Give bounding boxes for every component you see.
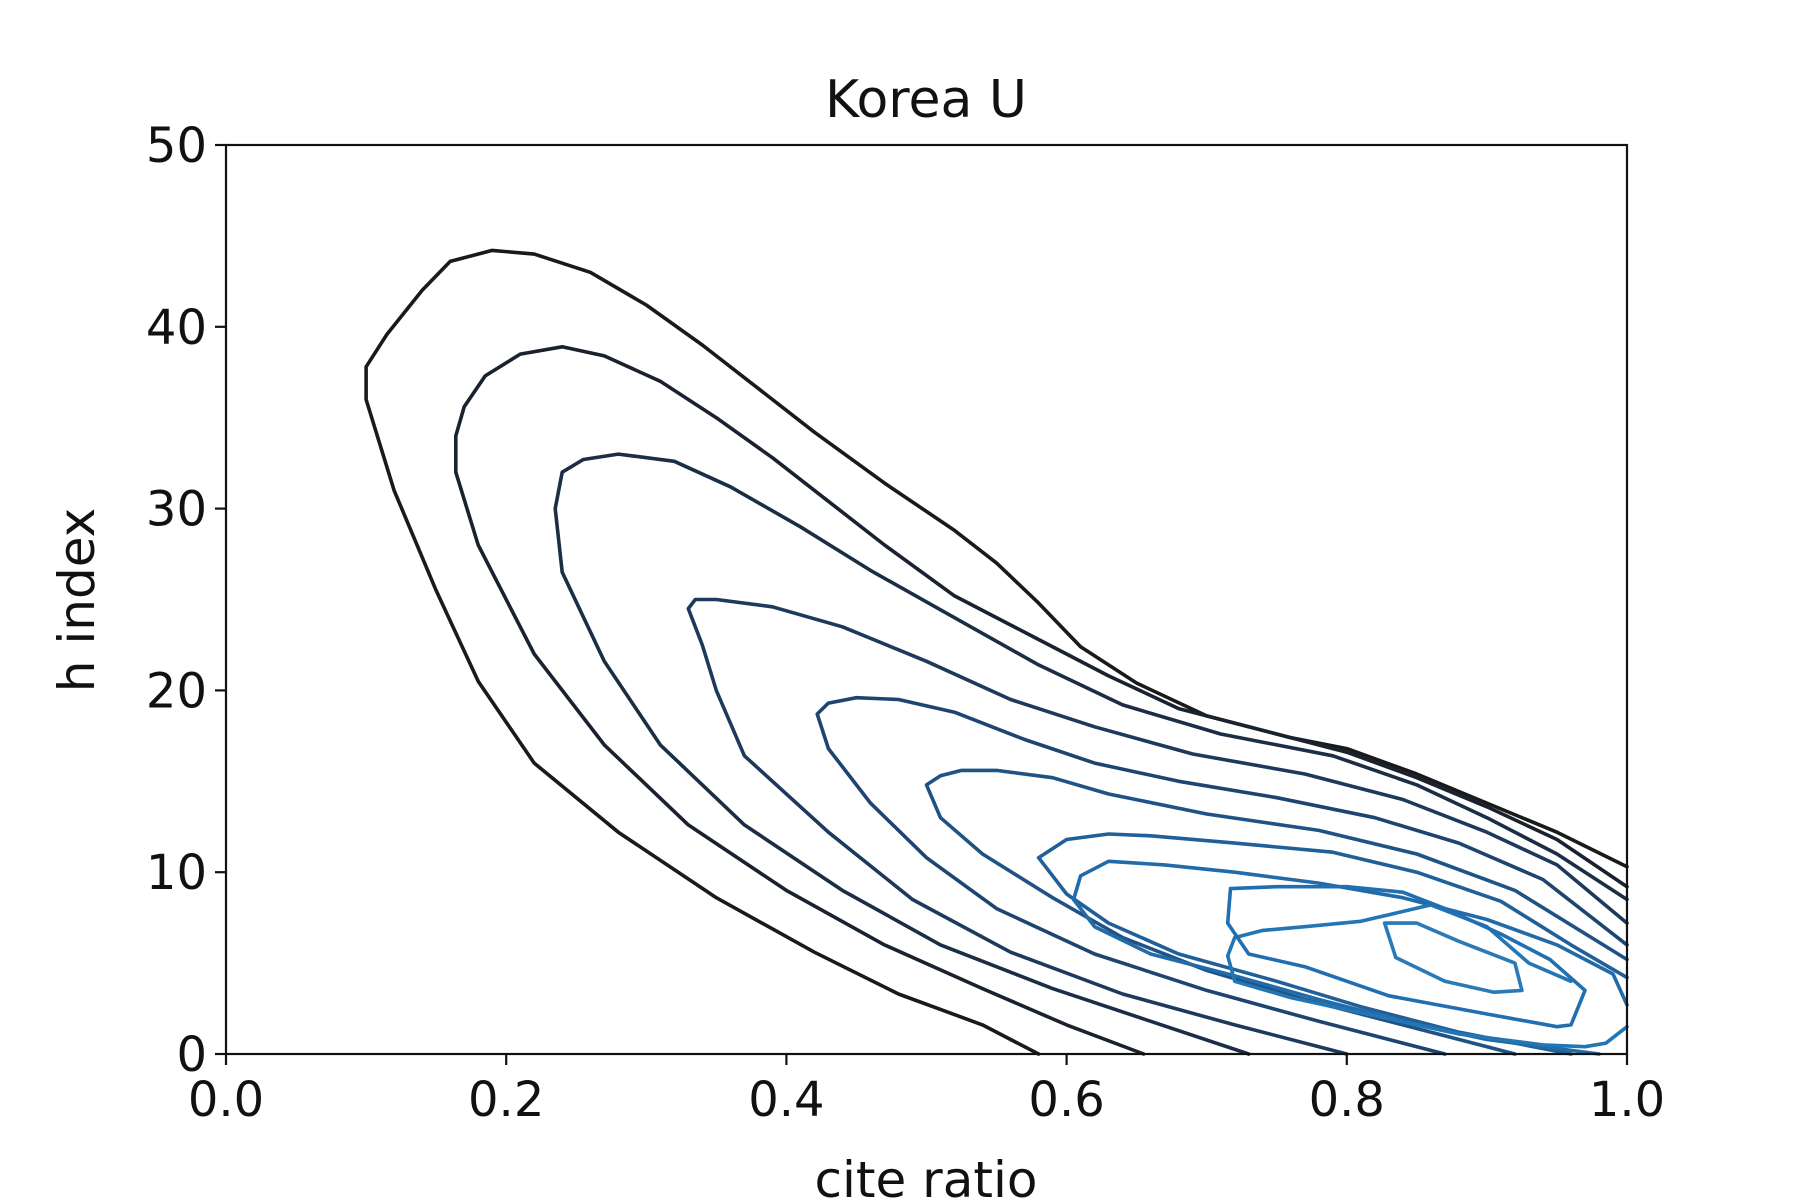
y-axis-label: h index	[48, 508, 106, 692]
y-tick-label: 20	[146, 663, 207, 719]
y-axis-ticks: 0 10 20 30 40 50	[146, 118, 226, 1083]
contour-line-7	[1036, 832, 1629, 1056]
y-tick-label: 40	[146, 300, 207, 356]
chart-title: Korea U	[825, 70, 1027, 130]
contour-line-4	[686, 597, 1629, 1056]
y-tick-label: 10	[146, 845, 207, 901]
plot-frame	[224, 143, 1629, 1056]
x-axis-label: cite ratio	[815, 1151, 1038, 1200]
contour-line-5	[815, 695, 1629, 1056]
y-tick-label: 30	[146, 482, 207, 538]
x-tick-label: 0.8	[1309, 1072, 1385, 1128]
x-axis-ticks: 0.0 0.2 0.4 0.6 0.8 1.0	[188, 1054, 1665, 1128]
contour-line-3	[553, 452, 1629, 1056]
contour-line-2	[454, 345, 1629, 1056]
x-tick-label: 1.0	[1589, 1072, 1665, 1128]
contour-line-10	[1225, 884, 1587, 1029]
y-tick-label: 50	[146, 118, 207, 174]
y-tick-label: 0	[176, 1027, 207, 1083]
x-tick-label: 0.2	[468, 1072, 544, 1128]
contour-line-6	[924, 768, 1629, 1056]
contour-lines	[364, 248, 1629, 1056]
contour-line-11	[1382, 921, 1524, 994]
x-tick-label: 0.4	[748, 1072, 824, 1128]
x-tick-label: 0.6	[1028, 1072, 1104, 1128]
x-tick-label: 0.0	[188, 1072, 264, 1128]
